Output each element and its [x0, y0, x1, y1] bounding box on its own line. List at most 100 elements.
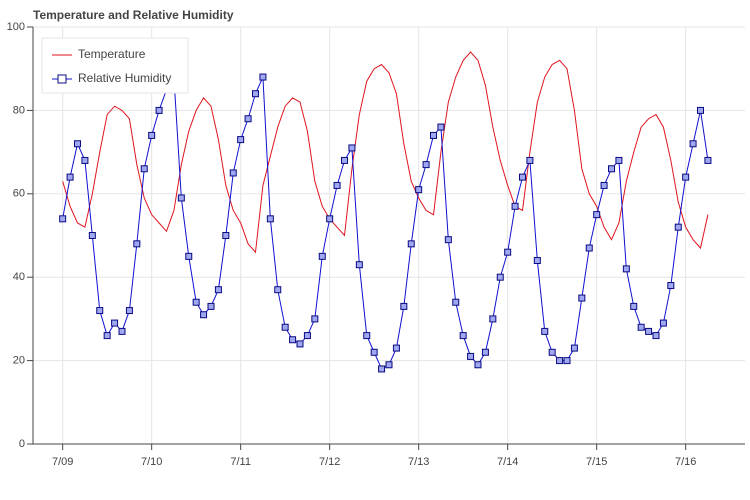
- y-tick-label: 80: [13, 104, 25, 116]
- marker: [519, 173, 526, 181]
- marker: [541, 327, 549, 335]
- x-tick-label: 7/10: [141, 456, 162, 468]
- marker: [593, 211, 601, 219]
- marker: [689, 140, 697, 148]
- marker: [237, 136, 245, 144]
- legend: Temperature Relative Humidity: [41, 37, 189, 94]
- marker: [274, 286, 282, 294]
- marker: [266, 215, 274, 223]
- marker: [81, 156, 89, 164]
- marker: [630, 302, 638, 310]
- marker: [125, 307, 133, 315]
- marker: [533, 257, 541, 265]
- marker: [407, 240, 415, 248]
- x-tick-label: 7/13: [408, 456, 429, 468]
- marker: [214, 286, 222, 294]
- marker: [88, 232, 96, 239]
- marker: [697, 106, 704, 114]
- marker: [148, 131, 156, 139]
- legend-label: Temperature: [78, 47, 146, 61]
- marker: [459, 332, 467, 340]
- marker: [659, 319, 667, 327]
- marker: [674, 223, 682, 231]
- marker: [400, 302, 408, 310]
- y-tick-label: 40: [13, 271, 25, 283]
- marker: [415, 186, 423, 194]
- marker: [118, 327, 126, 335]
- legend-box: [41, 37, 189, 94]
- marker: [296, 340, 304, 348]
- marker: [385, 361, 393, 369]
- marker: [59, 215, 67, 223]
- marker: [504, 248, 512, 256]
- marker: [355, 261, 363, 269]
- marker: [608, 165, 615, 173]
- marker: [370, 348, 378, 356]
- marker: [682, 173, 690, 181]
- marker: [96, 307, 104, 315]
- marker: [140, 165, 148, 173]
- marker: [192, 298, 200, 306]
- legend-label: Relative Humidity: [78, 71, 171, 85]
- marker: [378, 365, 386, 373]
- marker: [318, 252, 326, 260]
- marker: [615, 156, 623, 164]
- marker: [222, 232, 230, 239]
- x-tick-label: 7/15: [586, 456, 607, 468]
- y-tick-label: 0: [19, 438, 25, 450]
- marker: [600, 181, 608, 189]
- marker: [311, 315, 319, 323]
- y-tick-label: 20: [13, 355, 25, 367]
- marker: [667, 282, 675, 290]
- marker: [103, 332, 111, 340]
- x-tick-label: 7/11: [230, 456, 251, 468]
- marker: [111, 319, 119, 327]
- marker: [200, 311, 208, 319]
- marker: [585, 244, 593, 252]
- marker: [422, 161, 430, 169]
- marker: [430, 131, 437, 139]
- marker: [496, 273, 504, 281]
- x-tick-label: 7/16: [675, 456, 696, 468]
- marker: [652, 332, 660, 340]
- marker: [326, 215, 334, 223]
- marker: [578, 294, 586, 302]
- marker: [155, 106, 163, 114]
- marker: [392, 344, 400, 352]
- marker: [281, 323, 289, 331]
- marker: [74, 140, 81, 148]
- marker: [645, 327, 653, 335]
- marker: [637, 323, 645, 331]
- marker: [489, 315, 497, 323]
- x-tick-label: 7/09: [52, 456, 73, 468]
- marker: [563, 357, 571, 365]
- marker: [474, 361, 482, 369]
- marker: [289, 336, 297, 344]
- series-line: [62, 51, 709, 254]
- marker: [570, 344, 578, 352]
- marker: [348, 144, 356, 152]
- legend-marker: [57, 74, 67, 84]
- marker: [244, 115, 252, 123]
- marker: [481, 348, 489, 356]
- marker: [177, 194, 185, 202]
- x-tick-label: 7/12: [319, 456, 340, 468]
- marker: [363, 332, 371, 340]
- marker: [511, 202, 519, 210]
- chart-title: Temperature and Relative Humidity: [33, 8, 234, 22]
- marker: [207, 302, 215, 310]
- marker: [704, 156, 712, 164]
- marker: [252, 90, 259, 98]
- marker: [556, 357, 564, 365]
- marker: [622, 265, 630, 273]
- marker: [467, 352, 475, 360]
- marker: [341, 156, 348, 164]
- x-tick-label: 7/14: [497, 456, 518, 468]
- marker: [133, 240, 141, 248]
- marker: [444, 236, 452, 244]
- marker: [259, 73, 267, 81]
- marker: [229, 169, 237, 177]
- marker: [185, 252, 193, 260]
- marker: [333, 181, 341, 189]
